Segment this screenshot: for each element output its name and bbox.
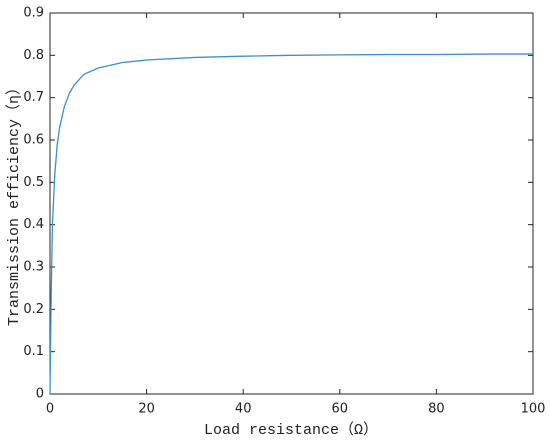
x-tick-label: 40 [235,402,252,417]
y-tick-label: 0.2 [23,302,44,317]
x-tick-label: 80 [428,402,445,417]
y-tick-label: 0.1 [23,344,44,359]
y-tick-label: 0.6 [23,133,44,148]
y-tick-label: 0.9 [23,6,44,21]
x-axis-label: Load resistance（Ω） [204,421,378,439]
y-tick-label: 0 [36,387,44,402]
plot-frame [49,12,534,395]
y-tick-label: 0.5 [23,175,44,190]
x-tick-label: 0 [46,402,54,417]
x-tick-label: 100 [521,402,546,417]
x-tick-label: 60 [332,402,349,417]
y-tick-label: 0.3 [23,260,44,275]
line [49,53,533,395]
x-tick-label: 20 [138,402,155,417]
y-axis-label: Transmission efficiency（η） [5,80,23,326]
y-tick-label: 0.8 [23,48,44,63]
y-tick-label: 0.7 [23,90,44,105]
y-tick-label: 0.4 [23,217,44,232]
